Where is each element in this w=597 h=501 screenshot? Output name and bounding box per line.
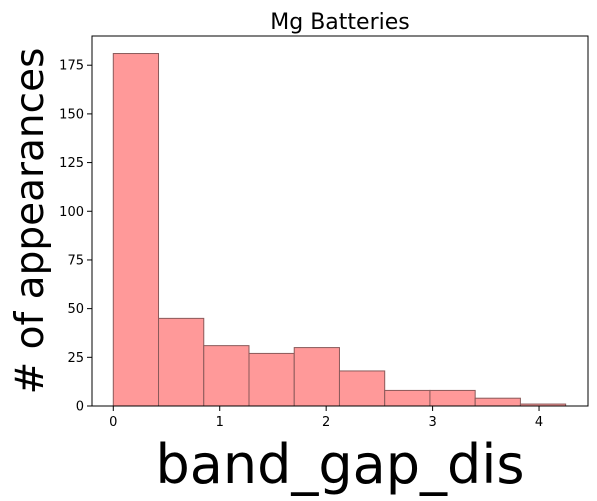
y-tick-label: 125 xyxy=(59,156,84,171)
histogram-bar xyxy=(248,352,295,407)
y-tick-label: 25 xyxy=(67,351,84,366)
histogram-bar xyxy=(203,345,250,407)
histogram-bar xyxy=(474,397,521,407)
x-tick-label: 1 xyxy=(216,415,224,430)
y-tick-label: 100 xyxy=(59,205,84,220)
x-tick-label: 2 xyxy=(322,415,330,430)
histogram-bar xyxy=(429,389,476,407)
x-tick-label: 3 xyxy=(428,415,436,430)
y-tick-label: 75 xyxy=(67,253,84,268)
x-tick-label: 0 xyxy=(109,415,117,430)
plot-area-frame xyxy=(91,35,589,407)
histogram-bar xyxy=(158,317,205,407)
bars-group xyxy=(112,53,567,407)
y-tick-label: 0 xyxy=(76,400,84,415)
y-tick-label: 175 xyxy=(59,59,84,74)
histogram-bar xyxy=(338,370,386,407)
x-axis-label: band_gap_dis xyxy=(156,433,525,496)
histogram-bar xyxy=(112,53,160,407)
y-axis-ticks: 0 25 50 75 100 125 150 175 xyxy=(59,59,92,415)
x-axis-ticks: 0 1 2 3 4 xyxy=(109,406,543,430)
chart-title: Mg Batteries xyxy=(270,10,409,35)
y-axis-label: # of appearances xyxy=(8,48,53,395)
histogram-bar xyxy=(384,389,431,407)
x-tick-label: 4 xyxy=(535,415,543,430)
histogram-bar xyxy=(293,347,340,407)
y-tick-label: 50 xyxy=(67,302,84,317)
y-tick-label: 150 xyxy=(59,107,84,122)
